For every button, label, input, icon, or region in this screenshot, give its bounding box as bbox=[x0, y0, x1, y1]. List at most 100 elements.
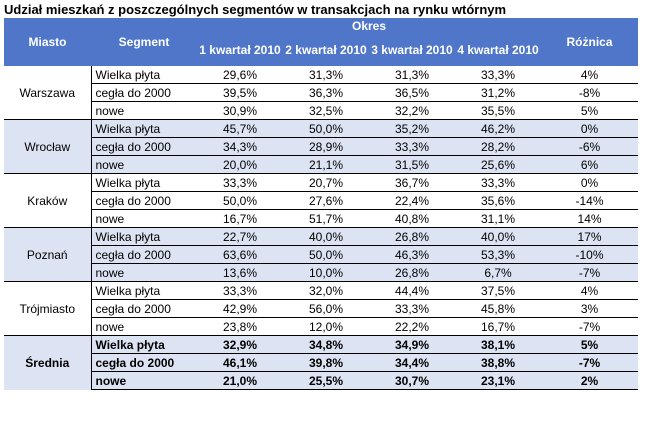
difference-cell: -10% bbox=[541, 245, 639, 264]
difference-cell: 6% bbox=[541, 155, 639, 174]
group-wroclaw: Wrocław Wielka płyta 45,7% 50,0% 35,2% 4… bbox=[4, 119, 639, 174]
city-name: Kraków bbox=[4, 173, 92, 228]
q1-cell: 33,3% bbox=[197, 281, 283, 300]
q4-cell: 45,8% bbox=[455, 299, 542, 318]
q2-cell: 10,0% bbox=[283, 263, 369, 282]
q2-cell: 36,3% bbox=[283, 83, 369, 102]
segment-cell: Wielka płyta bbox=[91, 173, 197, 192]
segment-cell: Wielka płyta bbox=[91, 66, 197, 84]
q2-cell: 32,5% bbox=[283, 101, 369, 120]
q1-cell: 23,8% bbox=[197, 317, 283, 336]
column-header-city: Miasto bbox=[4, 18, 91, 66]
column-header-period: Okres bbox=[197, 18, 542, 34]
q2-cell: 31,3% bbox=[283, 66, 369, 84]
group-warszawa: Warszawa Wielka płyta 29,6% 31,3% 31,3% … bbox=[4, 66, 639, 120]
table-row: cegła do 2000 39,5% 36,3% 36,5% 31,2% -8… bbox=[4, 83, 639, 102]
q1-cell: 32,9% bbox=[197, 335, 283, 354]
segment-share-table: Miasto Segment Okres Różnica 1 kwartał 2… bbox=[4, 18, 639, 390]
q2-cell: 12,0% bbox=[283, 317, 369, 336]
q3-cell: 34,9% bbox=[369, 335, 455, 354]
q2-cell: 21,1% bbox=[283, 155, 369, 174]
group-average: Średnia Wielka płyta 32,9% 34,8% 34,9% 3… bbox=[4, 335, 639, 390]
q2-cell: 56,0% bbox=[283, 299, 369, 318]
q3-cell: 46,3% bbox=[369, 245, 455, 264]
q3-cell: 32,2% bbox=[369, 101, 455, 120]
q2-cell: 34,8% bbox=[283, 335, 369, 354]
difference-cell: -7% bbox=[541, 353, 639, 372]
segment-cell: cegła do 2000 bbox=[91, 245, 197, 264]
q2-cell: 50,0% bbox=[283, 245, 369, 264]
difference-cell: -8% bbox=[541, 83, 639, 102]
q3-cell: 36,7% bbox=[369, 173, 455, 192]
q1-cell: 63,6% bbox=[197, 245, 283, 264]
group-krakow: Kraków Wielka płyta 33,3% 20,7% 36,7% 33… bbox=[4, 173, 639, 228]
table-row: Wrocław Wielka płyta 45,7% 50,0% 35,2% 4… bbox=[4, 119, 639, 174]
table-row: nowe 21,0% 25,5% 30,7% 23,1% 2% bbox=[4, 371, 639, 390]
difference-cell: 5% bbox=[541, 335, 639, 354]
difference-cell: -7% bbox=[541, 317, 639, 336]
table-row: nowe 23,8% 12,0% 22,2% 16,7% -7% bbox=[4, 317, 639, 336]
q4-cell: 6,7% bbox=[455, 263, 542, 282]
q4-cell: 31,1% bbox=[455, 209, 542, 228]
q3-cell: 33,3% bbox=[369, 299, 455, 318]
segment-cell: nowe bbox=[91, 209, 197, 228]
q2-cell: 39,8% bbox=[283, 353, 369, 372]
difference-cell: -14% bbox=[541, 191, 639, 210]
table-row: nowe 16,7% 51,7% 40,8% 31,1% 14% bbox=[4, 209, 639, 228]
difference-cell: 4% bbox=[541, 281, 639, 300]
segment-cell: nowe bbox=[91, 101, 197, 120]
city-name: Wrocław bbox=[4, 119, 92, 174]
city-name: Trójmiasto bbox=[4, 281, 92, 336]
q4-cell: 33,3% bbox=[455, 173, 542, 192]
q1-cell: 46,1% bbox=[197, 353, 283, 372]
q4-cell: 46,2% bbox=[455, 119, 542, 138]
q1-cell: 22,7% bbox=[197, 227, 283, 246]
city-name: Średnia bbox=[4, 335, 92, 390]
q1-cell: 29,6% bbox=[197, 66, 283, 84]
city-name: Warszawa bbox=[4, 66, 92, 120]
difference-cell: 0% bbox=[541, 119, 639, 138]
segment-cell: cegła do 2000 bbox=[91, 299, 197, 318]
q1-cell: 13,6% bbox=[197, 263, 283, 282]
q2-cell: 28,9% bbox=[283, 137, 369, 156]
segment-cell: cegła do 2000 bbox=[91, 191, 197, 210]
difference-cell: 14% bbox=[541, 209, 639, 228]
q3-cell: 31,5% bbox=[369, 155, 455, 174]
q4-cell: 38,8% bbox=[455, 353, 542, 372]
q3-cell: 31,3% bbox=[369, 66, 455, 84]
q2-cell: 51,7% bbox=[283, 209, 369, 228]
table-row: cegła do 2000 50,0% 27,6% 22,4% 35,6% -1… bbox=[4, 191, 639, 210]
q1-cell: 30,9% bbox=[197, 101, 283, 120]
q4-cell: 35,6% bbox=[455, 191, 542, 210]
q4-cell: 53,3% bbox=[455, 245, 542, 264]
q4-cell: 28,2% bbox=[455, 137, 542, 156]
table-row: nowe 30,9% 32,5% 32,2% 35,5% 5% bbox=[4, 101, 639, 120]
difference-cell: -6% bbox=[541, 137, 639, 156]
q2-cell: 25,5% bbox=[283, 371, 369, 390]
q3-cell: 40,8% bbox=[369, 209, 455, 228]
column-header-difference: Różnica bbox=[541, 18, 639, 66]
column-header-segment: Segment bbox=[91, 18, 197, 66]
difference-cell: -7% bbox=[541, 263, 639, 282]
q3-cell: 36,5% bbox=[369, 83, 455, 102]
q3-cell: 35,2% bbox=[369, 119, 455, 138]
q1-cell: 21,0% bbox=[197, 371, 283, 390]
q4-cell: 37,5% bbox=[455, 281, 542, 300]
q2-cell: 40,0% bbox=[283, 227, 369, 246]
q4-cell: 23,1% bbox=[455, 371, 542, 390]
difference-cell: 2% bbox=[541, 371, 639, 390]
column-header-q4: 4 kwartał 2010 bbox=[455, 34, 542, 66]
difference-cell: 0% bbox=[541, 173, 639, 192]
q4-cell: 16,7% bbox=[455, 317, 542, 336]
segment-cell: nowe bbox=[91, 263, 197, 282]
q1-cell: 42,9% bbox=[197, 299, 283, 318]
segment-cell: Wielka płyta bbox=[91, 335, 197, 354]
table-row: Poznań Wielka płyta 22,7% 40,0% 26,8% 40… bbox=[4, 227, 639, 282]
segment-cell: cegła do 2000 bbox=[91, 83, 197, 102]
q3-cell: 22,2% bbox=[369, 317, 455, 336]
difference-cell: 17% bbox=[541, 227, 639, 246]
table-row: nowe 13,6% 10,0% 26,8% 6,7% -7% bbox=[4, 263, 639, 282]
group-poznan: Poznań Wielka płyta 22,7% 40,0% 26,8% 40… bbox=[4, 227, 639, 282]
table-row: Trójmiasto Wielka płyta 33,3% 32,0% 44,4… bbox=[4, 281, 639, 336]
q1-cell: 50,0% bbox=[197, 191, 283, 210]
